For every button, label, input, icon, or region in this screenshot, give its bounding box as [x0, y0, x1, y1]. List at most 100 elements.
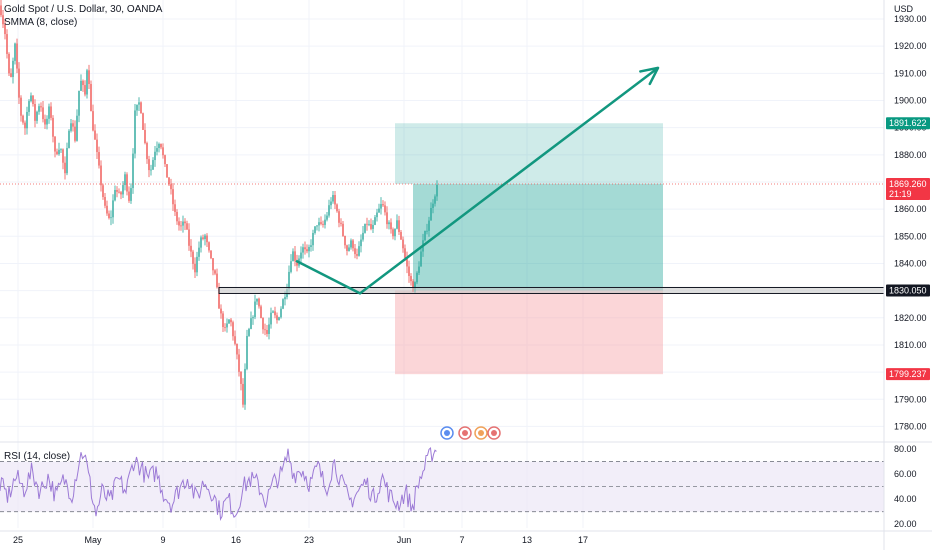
smma-legend[interactable]: SMMA (8, close) — [4, 17, 78, 28]
candle-down — [34, 104, 36, 121]
candle-down — [90, 84, 92, 112]
candle-up — [156, 148, 158, 152]
candle-up — [332, 195, 334, 202]
candle-down — [106, 205, 108, 214]
candle-up — [136, 104, 138, 111]
candle-up — [254, 301, 256, 318]
candles — [0, 0, 438, 410]
candle-down — [16, 43, 18, 69]
candle-down — [96, 139, 98, 153]
candle-down — [264, 329, 266, 331]
price-tick-label: 1790.00 — [894, 394, 927, 404]
candle-up — [300, 252, 302, 259]
candle-down — [370, 224, 372, 229]
candle-down — [410, 276, 412, 282]
candle-down — [304, 247, 306, 250]
candle-up — [318, 222, 320, 226]
candle-up — [368, 224, 370, 225]
candle-up — [308, 246, 310, 252]
candle-up — [428, 220, 430, 231]
candle-down — [160, 143, 162, 148]
candle-up — [86, 70, 88, 95]
candle-up — [270, 312, 272, 325]
candle-down — [222, 313, 224, 327]
candle-up — [12, 60, 14, 77]
candle-down — [322, 223, 324, 225]
candle-up — [248, 328, 250, 336]
candle-down — [74, 126, 76, 141]
candle-up — [130, 188, 132, 201]
candle-down — [392, 229, 394, 237]
candle-down — [236, 343, 238, 355]
time-tick-label: 13 — [522, 535, 532, 545]
candle-down — [52, 117, 54, 137]
candle-down — [172, 189, 174, 205]
rsi-pane — [0, 441, 932, 521]
take-profit-price-tag — [886, 117, 930, 130]
candle-down — [366, 223, 368, 225]
candle-up — [252, 317, 254, 319]
price-tick-label: 1780.00 — [894, 421, 927, 431]
candle-down — [178, 221, 180, 226]
candle-down — [162, 147, 164, 156]
candle-down — [400, 232, 402, 240]
candle-down — [184, 221, 186, 224]
drawings[interactable] — [0, 66, 885, 440]
price-tick-label: 1930.00 — [894, 14, 927, 24]
candle-down — [64, 162, 66, 174]
candle-down — [6, 34, 8, 54]
candle-down — [142, 113, 144, 130]
candle-down — [240, 371, 242, 384]
rsi-tick-label: 60.00 — [894, 469, 917, 479]
candle-down — [208, 242, 210, 251]
price-tick-label: 1810.00 — [894, 340, 927, 350]
rsi-line — [0, 446, 437, 521]
stop-loss-zone — [395, 290, 663, 375]
candle-up — [272, 311, 274, 313]
candle-up — [112, 200, 114, 218]
candle-up — [432, 203, 434, 209]
time-tick-label: 23 — [304, 535, 314, 545]
candle-down — [92, 111, 94, 131]
candle-down — [192, 251, 194, 264]
candle-down — [210, 250, 212, 259]
candle-up — [110, 217, 112, 219]
trend-arrow-line — [295, 66, 659, 295]
candle-down — [340, 222, 342, 224]
time-tick-label: 9 — [160, 535, 165, 545]
candle-down — [218, 287, 220, 309]
candle-up — [312, 233, 314, 246]
candle-up — [362, 232, 364, 240]
candle-up — [310, 245, 312, 247]
economic-event-flag-icon — [444, 430, 450, 436]
current-price-tag — [886, 177, 930, 200]
candle-up — [132, 153, 134, 189]
candle-down — [168, 177, 170, 185]
candle-down — [212, 258, 214, 271]
candle-up — [114, 190, 116, 201]
candle-up — [28, 101, 30, 112]
rsi-tick-label: 20.00 — [894, 519, 917, 529]
candle-up — [302, 247, 304, 253]
candle-down — [342, 223, 344, 236]
candle-down — [44, 119, 46, 125]
support-price-tag — [886, 284, 930, 297]
candle-up — [436, 185, 438, 197]
candle-up — [200, 237, 202, 248]
candle-up — [376, 212, 378, 218]
symbol-legend[interactable]: Gold Spot / U.S. Dollar, 30, OANDA — [4, 4, 163, 15]
candle-down — [8, 53, 10, 74]
candle-up — [246, 335, 248, 369]
candle-up — [314, 226, 316, 234]
candle-down — [188, 229, 190, 246]
candle-down — [140, 102, 142, 114]
candle-up — [154, 151, 156, 161]
price-tick-label: 1910.00 — [894, 68, 927, 78]
candle-down — [412, 281, 414, 292]
candle-up — [58, 149, 60, 155]
candle-down — [206, 235, 208, 243]
rsi-legend[interactable]: RSI (14, close) — [4, 451, 71, 462]
candle-up — [150, 169, 152, 171]
trade-zones[interactable] — [395, 123, 663, 375]
